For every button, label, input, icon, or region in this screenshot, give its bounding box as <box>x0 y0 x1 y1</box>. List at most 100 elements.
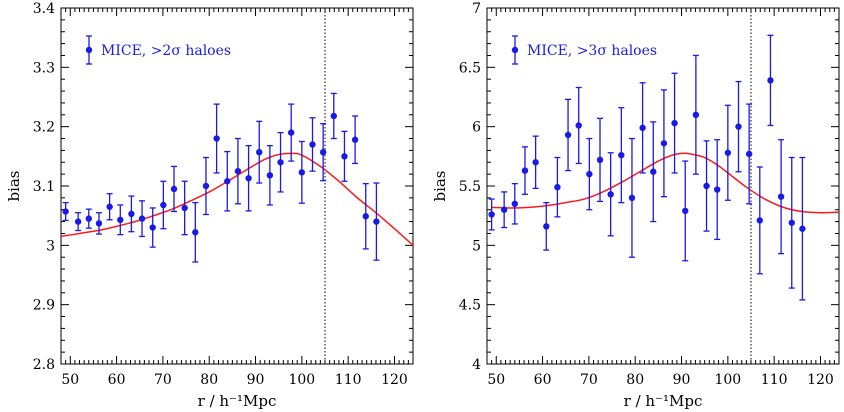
data-point <box>95 220 103 227</box>
x-axis-label: r / h⁻¹Mpc <box>198 392 277 410</box>
y-tick-label: 3 <box>46 238 55 254</box>
y-tick-label: 2.9 <box>33 298 55 314</box>
plot-frame <box>486 7 840 365</box>
data-point <box>596 156 604 164</box>
data-point <box>703 182 710 190</box>
y-tick-label: 4.5 <box>459 298 481 314</box>
data-point <box>618 151 625 159</box>
x-tick-label: 60 <box>534 372 552 388</box>
y-tick-label: 4 <box>472 357 481 373</box>
data-point <box>192 229 199 236</box>
data-point <box>628 194 636 202</box>
data-point <box>682 207 689 215</box>
data-point <box>138 215 146 222</box>
y-tick-label: 3.1 <box>33 179 55 195</box>
data-point <box>160 201 167 209</box>
legend-marker <box>511 46 519 54</box>
data-point <box>309 141 316 148</box>
data-point <box>224 178 231 185</box>
y-tick-label: 6.5 <box>459 60 481 76</box>
y-tick-label: 3.3 <box>33 60 55 76</box>
data-point <box>330 112 337 120</box>
y-tick-label: 3.2 <box>33 120 55 136</box>
data-point <box>266 172 274 179</box>
y-tick-label: 3.4 <box>33 1 55 17</box>
x-tick-label: 110 <box>761 372 788 388</box>
x-tick-label: 100 <box>288 372 315 388</box>
data-point <box>319 148 327 156</box>
x-tick-label: 110 <box>335 372 362 388</box>
data-point <box>660 140 668 147</box>
data-point <box>488 211 495 218</box>
data-point <box>713 186 721 193</box>
data-point <box>298 169 306 176</box>
data-point <box>277 159 284 166</box>
x-tick-label: 90 <box>673 372 691 388</box>
legend-marker <box>85 46 93 54</box>
data-point <box>521 167 529 174</box>
y-tick-label: 6 <box>472 120 481 136</box>
legend-label: MICE, >2σ haloes <box>101 43 231 59</box>
plot-frame <box>60 7 414 365</box>
data-point <box>607 191 614 198</box>
data-point <box>62 208 69 215</box>
data-point <box>213 135 220 142</box>
data-point <box>650 168 657 175</box>
x-tick-label: 80 <box>200 372 218 388</box>
data-point <box>639 124 646 132</box>
legend-label: MICE, >3σ haloes <box>527 43 657 59</box>
x-tick-label: 120 <box>381 372 408 388</box>
data-point <box>351 136 359 143</box>
data-point <box>74 218 82 225</box>
x-tick-label: 70 <box>154 372 172 388</box>
data-point <box>202 182 210 190</box>
data-point <box>724 149 732 156</box>
data-point <box>799 225 806 232</box>
data-point <box>373 218 380 225</box>
data-point <box>341 153 348 160</box>
data-point <box>671 119 678 127</box>
data-point <box>745 150 753 158</box>
data-point <box>117 216 124 224</box>
data-point <box>756 217 763 224</box>
data-point <box>767 77 774 84</box>
data-point <box>575 122 582 129</box>
data-point <box>543 223 550 230</box>
data-point <box>245 175 252 182</box>
data-point <box>85 215 92 222</box>
data-point <box>692 111 700 119</box>
data-point <box>106 203 113 210</box>
x-tick-label: 120 <box>807 372 834 388</box>
x-tick-label: 70 <box>580 372 598 388</box>
data-point <box>256 148 263 156</box>
y-axis-label: bias <box>5 170 23 201</box>
data-point <box>788 219 795 226</box>
data-point <box>777 193 785 200</box>
x-tick-label: 60 <box>108 372 126 388</box>
plot-area <box>488 34 839 301</box>
data-point <box>511 200 518 207</box>
data-point <box>564 131 572 139</box>
y-tick-label: 5.5 <box>459 179 481 195</box>
y-tick-label: 7 <box>472 1 481 17</box>
y-tick-label: 5 <box>472 238 481 254</box>
data-point <box>170 185 178 193</box>
data-point <box>500 206 508 213</box>
x-tick-label: 80 <box>626 372 644 388</box>
x-axis-label: r / h⁻¹Mpc <box>624 392 703 410</box>
y-axis-label: bias <box>431 170 449 201</box>
data-point <box>234 167 242 175</box>
x-tick-label: 50 <box>61 372 79 388</box>
data-point <box>362 213 369 220</box>
data-point <box>149 224 156 231</box>
x-tick-label: 50 <box>487 372 505 388</box>
x-tick-label: 100 <box>714 372 741 388</box>
data-point <box>532 159 539 166</box>
plot-area <box>61 92 413 263</box>
model-curve-line <box>491 152 839 214</box>
right-panel-chart: 50 60 70 80 90 100 110 120 4 4.5 5 5.5 6 6.5 7 r / h⁻¹M… <box>431 1 840 410</box>
data-point <box>128 210 135 218</box>
x-tick-label: 90 <box>247 372 265 388</box>
left-panel-chart: 50 60 70 80 90 100 110 120 2.8 2.9 3 3.1 3.2 3.3 3.4 r … <box>5 1 414 410</box>
